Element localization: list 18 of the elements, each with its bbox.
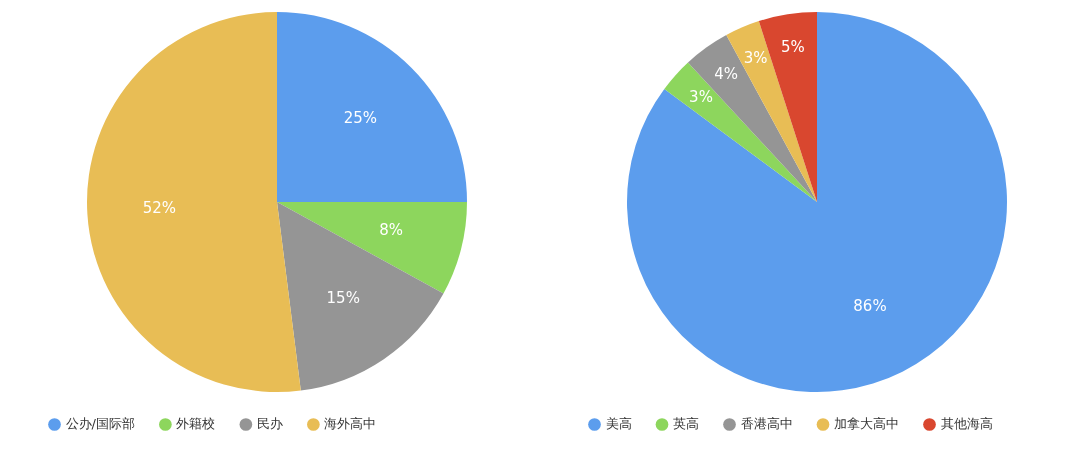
legend-label: 加拿大高中 — [834, 415, 899, 431]
legend-label: 英高 — [673, 415, 699, 431]
legend-label: 外籍校 — [176, 415, 216, 431]
legend-label: 美高 — [605, 415, 632, 431]
data-label: 8% — [379, 221, 403, 240]
legend-label: 其他海高 — [940, 415, 993, 431]
data-label: 3% — [689, 87, 713, 106]
data-label: 25% — [343, 108, 377, 127]
data-label: 86% — [853, 297, 887, 316]
data-label: 5% — [780, 37, 805, 56]
legend-label: 香港高中 — [740, 415, 793, 431]
data-label: 15% — [326, 289, 360, 308]
legend-label: 公办/国际部 — [65, 415, 135, 431]
data-label: 3% — [743, 48, 768, 67]
legend-label: 民办 — [256, 415, 283, 431]
legend-label: 海外高中 — [324, 415, 377, 431]
data-label: 52% — [142, 199, 177, 218]
data-label: 4% — [714, 65, 739, 84]
